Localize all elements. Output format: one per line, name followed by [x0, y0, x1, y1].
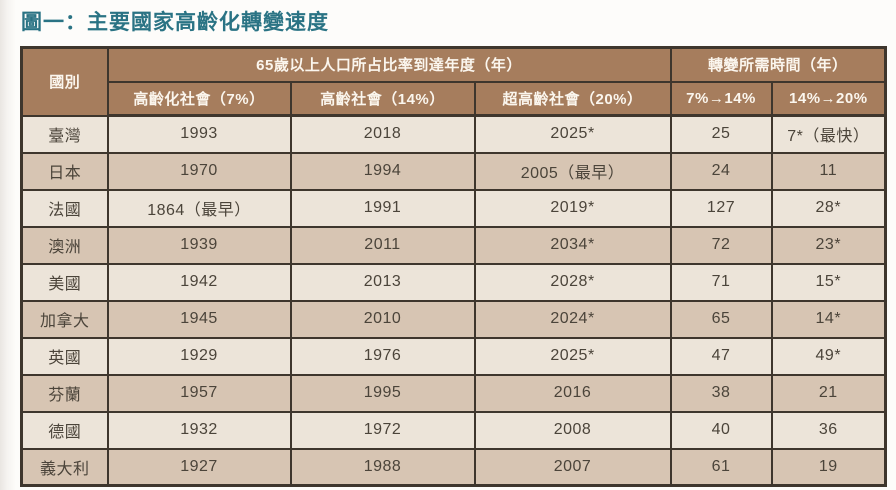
cell-time-14-20: 15* — [770, 262, 887, 302]
cell-year-14: 1988 — [289, 447, 476, 487]
cell-country: 臺灣 — [20, 114, 109, 154]
cell-country: 澳洲 — [20, 225, 109, 265]
cell-year-20: 2034* — [473, 225, 672, 265]
header-sub-row: 高齡化社會（7%） 高齡社會（14%） 超高齡社會（20%） 7%→14% 14… — [22, 80, 887, 117]
cell-time-7-14: 71 — [669, 262, 773, 302]
cell-year-7: 1864（最早） — [106, 188, 292, 228]
cell-year-7: 1957 — [106, 373, 292, 413]
cell-year-14: 1976 — [289, 336, 476, 376]
cell-time-7-14: 24 — [669, 151, 773, 191]
cell-year-14: 1991 — [289, 188, 476, 228]
cell-time-7-14: 47 — [669, 336, 773, 376]
table-row-france: 法國 1864（最早） 1991 2019* 127 28* — [20, 188, 887, 228]
cell-time-14-20: 36 — [770, 410, 887, 450]
cell-year-14: 2018 — [289, 114, 476, 154]
cell-year-20: 2028* — [473, 262, 672, 302]
table-row-finland: 芬蘭 1957 1995 2016 38 21 — [20, 373, 887, 413]
cell-year-7: 1942 — [106, 262, 292, 302]
cell-time-14-20: 49* — [770, 336, 887, 376]
cell-time-14-20: 21 — [770, 373, 887, 413]
table-row-japan: 日本 1970 1994 2005（最早） 24 11 — [20, 151, 887, 191]
cell-year-7: 1929 — [106, 336, 292, 376]
subheader-aged-society-14: 高齡社會（14%） — [289, 80, 476, 117]
cell-year-14: 2010 — [289, 299, 476, 339]
cell-year-20: 2024* — [473, 299, 672, 339]
cell-year-7: 1939 — [106, 225, 292, 265]
cell-time-14-20: 14* — [770, 299, 887, 339]
cell-year-20: 2025* — [473, 114, 672, 154]
subheader-time-14-to-20: 14%→20% — [770, 80, 887, 117]
header-group-row: 國別 65歲以上人口所占比率到達年度（年） 轉變所需時間（年） — [20, 46, 887, 117]
cell-country: 日本 — [20, 151, 109, 191]
cell-year-20: 2016 — [473, 373, 672, 413]
table-row-australia: 澳洲 1939 2011 2034* 72 23* — [20, 225, 887, 265]
cell-year-14: 1995 — [289, 373, 476, 413]
cell-country: 芬蘭 — [20, 373, 109, 413]
subheader-aging-society-7: 高齡化社會（7%） — [106, 80, 292, 117]
cell-year-7: 1927 — [106, 447, 292, 487]
cell-year-20: 2025* — [473, 336, 672, 376]
header-country: 國別 — [20, 46, 109, 117]
cell-country: 德國 — [20, 410, 109, 450]
cell-year-7: 1932 — [106, 410, 292, 450]
cell-year-7: 1970 — [106, 151, 292, 191]
cell-time-7-14: 65 — [669, 299, 773, 339]
subheader-super-aged-society-20: 超高齡社會（20%） — [473, 80, 672, 117]
cell-country: 美國 — [20, 262, 109, 302]
cell-year-14: 1994 — [289, 151, 476, 191]
cell-year-14: 1972 — [289, 410, 476, 450]
cell-country: 法國 — [20, 188, 109, 228]
cell-year-14: 2011 — [289, 225, 476, 265]
cell-time-14-20: 19 — [770, 447, 887, 487]
cell-time-7-14: 25 — [669, 114, 773, 154]
figure-title: 圖一：主要國家高齡化轉變速度 — [21, 11, 329, 34]
cell-time-7-14: 38 — [669, 373, 773, 413]
cell-time-7-14: 127 — [669, 188, 773, 228]
cell-year-7: 1993 — [106, 114, 292, 154]
header-group-transition-time: 轉變所需時間（年） — [669, 46, 887, 83]
header-group-age-ratio: 65歲以上人口所占比率到達年度（年） — [106, 46, 672, 83]
table-header: 國別 65歲以上人口所占比率到達年度（年） 轉變所需時間（年） 高齡化社會（7%… — [20, 46, 887, 117]
cell-country: 加拿大 — [20, 299, 109, 339]
table-row-germany: 德國 1932 1972 2008 40 36 — [20, 410, 887, 450]
cell-time-14-20: 28* — [770, 188, 887, 228]
table-body: 臺灣 1993 2018 2025* 25 7*（最快） 日本 1970 199… — [20, 114, 887, 487]
cell-year-20: 2008 — [473, 410, 672, 450]
cell-time-14-20: 23* — [770, 225, 887, 265]
cell-time-14-20: 7*（最快） — [770, 114, 887, 154]
cell-time-14-20: 11 — [770, 151, 887, 191]
cell-time-7-14: 61 — [669, 447, 773, 487]
table-row-canada: 加拿大 1945 2010 2024* 65 14* — [20, 299, 887, 339]
cell-country: 英國 — [20, 336, 109, 376]
cell-time-7-14: 40 — [669, 410, 773, 450]
cell-year-20: 2007 — [473, 447, 672, 487]
aging-transition-table: 國別 65歲以上人口所占比率到達年度（年） 轉變所需時間（年） 高齡化社會（7%… — [20, 46, 888, 487]
cell-year-20: 2019* — [473, 188, 672, 228]
table-row-usa: 美國 1942 2013 2028* 71 15* — [20, 262, 887, 302]
table-row-taiwan: 臺灣 1993 2018 2025* 25 7*（最快） — [20, 114, 887, 154]
cell-year-14: 2013 — [289, 262, 476, 302]
cell-country: 義大利 — [20, 447, 109, 487]
cell-year-20: 2005（最早） — [473, 151, 672, 191]
subheader-time-7-to-14: 7%→14% — [669, 80, 773, 117]
cell-time-7-14: 72 — [669, 225, 773, 265]
table-row-italy: 義大利 1927 1988 2007 61 19 — [20, 447, 887, 487]
cell-year-7: 1945 — [106, 299, 292, 339]
table-row-uk: 英國 1929 1976 2025* 47 49* — [20, 336, 887, 376]
